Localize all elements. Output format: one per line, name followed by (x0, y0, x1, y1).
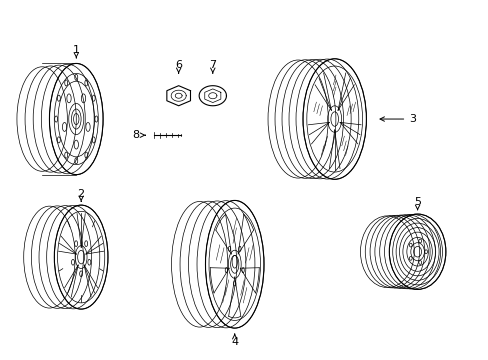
Text: 6: 6 (175, 60, 182, 73)
Text: 1: 1 (73, 45, 80, 58)
Text: 4: 4 (231, 334, 238, 347)
Text: 8: 8 (132, 130, 145, 140)
Text: 2: 2 (78, 189, 84, 201)
Text: 5: 5 (413, 197, 420, 210)
Text: 3: 3 (379, 114, 415, 124)
Text: 7: 7 (209, 60, 216, 73)
